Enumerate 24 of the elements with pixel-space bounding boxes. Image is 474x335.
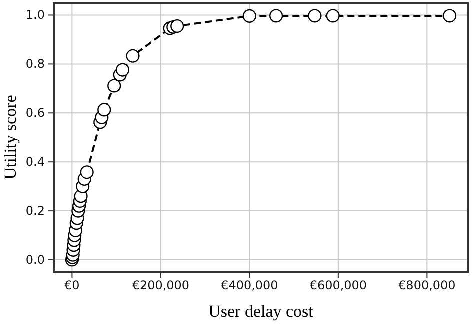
y-tick-label: 0.4	[26, 154, 45, 169]
y-tick-label: 0.8	[26, 57, 45, 72]
point	[308, 9, 322, 23]
point	[326, 9, 340, 23]
y-tick-label: 0.0	[26, 252, 45, 267]
point	[98, 103, 112, 117]
point	[170, 19, 184, 34]
x-axis-title: User delay cost	[208, 302, 314, 321]
x-tick-label: €200,000	[132, 278, 190, 293]
x-tick-label: €400,000	[221, 278, 278, 293]
point	[443, 9, 457, 23]
x-tick-label: €600,000	[310, 278, 368, 293]
x-tick-label: €800,000	[398, 278, 456, 293]
x-tick-label: €0	[64, 278, 80, 293]
y-tick-label: 1.0	[26, 8, 45, 22]
y-tick-label: 0.6	[26, 106, 45, 120]
point	[270, 9, 284, 23]
y-axis-title: Utility score	[1, 95, 20, 180]
y-tick-label: 0.2	[26, 204, 45, 218]
point	[126, 49, 140, 63]
point	[242, 9, 256, 23]
point	[116, 63, 130, 77]
point	[80, 166, 94, 180]
point	[108, 79, 122, 93]
